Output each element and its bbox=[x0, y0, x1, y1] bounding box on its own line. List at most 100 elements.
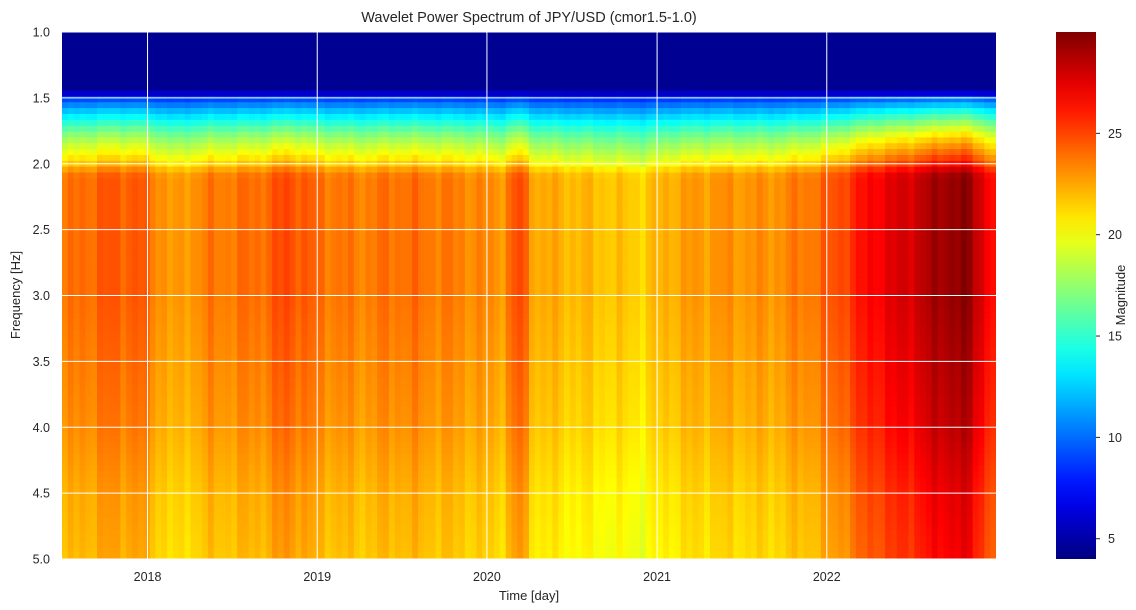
heatmap-cell bbox=[254, 149, 262, 156]
heatmap-cell bbox=[365, 447, 372, 455]
heatmap-cell bbox=[377, 371, 384, 379]
heatmap-cell bbox=[289, 377, 297, 384]
heatmap-cell bbox=[242, 395, 250, 402]
heatmap-cell bbox=[91, 406, 98, 414]
heatmap-cell bbox=[143, 61, 151, 68]
heatmap-cell bbox=[318, 436, 326, 443]
heatmap-cell bbox=[73, 131, 81, 138]
heatmap-cell bbox=[97, 529, 104, 537]
heatmap-cell bbox=[283, 359, 291, 367]
heatmap-cell bbox=[85, 213, 92, 220]
heatmap-cell bbox=[313, 395, 320, 402]
heatmap-cell bbox=[207, 90, 215, 98]
heatmap-cell bbox=[342, 231, 349, 238]
heatmap-cell bbox=[91, 541, 98, 548]
heatmap-cell bbox=[289, 441, 297, 449]
heatmap-cell bbox=[178, 277, 186, 285]
heatmap-cell bbox=[318, 289, 326, 297]
heatmap-cell bbox=[67, 96, 75, 103]
heatmap-cell bbox=[336, 84, 343, 92]
heatmap-cell bbox=[272, 236, 279, 244]
heatmap-cell bbox=[196, 436, 203, 443]
heatmap-cell bbox=[114, 154, 121, 162]
heatmap-cell bbox=[62, 119, 69, 127]
heatmap-cell bbox=[260, 272, 267, 279]
heatmap-cell bbox=[202, 371, 209, 379]
heatmap-cell bbox=[97, 523, 104, 531]
heatmap-cell bbox=[307, 541, 314, 548]
heatmap-cell bbox=[324, 482, 332, 490]
heatmap-cell bbox=[207, 506, 215, 513]
heatmap-cell bbox=[97, 102, 104, 109]
heatmap-cell bbox=[67, 61, 75, 68]
heatmap-cell bbox=[102, 78, 110, 86]
heatmap-cell bbox=[371, 67, 378, 74]
heatmap-cell bbox=[225, 61, 232, 68]
heatmap-cell bbox=[167, 482, 174, 490]
heatmap-cell bbox=[114, 195, 121, 203]
heatmap-cell bbox=[79, 266, 86, 273]
heatmap-cell bbox=[313, 266, 320, 273]
heatmap-cell bbox=[155, 231, 162, 238]
heatmap-cell bbox=[97, 125, 104, 133]
heatmap-cell bbox=[184, 231, 192, 238]
heatmap-cell bbox=[85, 412, 92, 420]
heatmap-cell bbox=[342, 453, 349, 461]
heatmap-cell bbox=[132, 131, 139, 138]
heatmap-cell bbox=[161, 400, 168, 408]
heatmap-cell bbox=[365, 137, 372, 144]
heatmap-cell bbox=[207, 459, 215, 466]
heatmap-cell bbox=[67, 400, 75, 408]
heatmap-cell bbox=[318, 172, 326, 179]
heatmap-cell bbox=[336, 266, 343, 273]
heatmap-cell bbox=[324, 37, 332, 45]
heatmap-cell bbox=[73, 541, 81, 548]
heatmap-cell bbox=[143, 248, 151, 256]
heatmap-cell bbox=[359, 301, 367, 308]
heatmap-cell bbox=[295, 137, 302, 144]
heatmap-cell bbox=[330, 412, 337, 420]
heatmap-cell bbox=[272, 131, 279, 138]
heatmap-cell bbox=[353, 371, 361, 379]
heatmap-cell bbox=[248, 406, 256, 414]
heatmap-cell bbox=[307, 453, 314, 461]
heatmap-cell bbox=[301, 518, 308, 525]
heatmap-cell bbox=[231, 383, 238, 390]
heatmap-cell bbox=[254, 488, 262, 496]
heatmap-cell bbox=[126, 201, 133, 209]
heatmap-cell bbox=[120, 289, 127, 297]
heatmap-cell bbox=[102, 108, 110, 115]
heatmap-cell bbox=[336, 441, 343, 449]
heatmap-cell bbox=[108, 436, 116, 443]
heatmap-cell bbox=[348, 395, 355, 402]
heatmap-cell bbox=[120, 108, 127, 115]
heatmap-cell bbox=[67, 324, 75, 332]
heatmap-cell bbox=[242, 254, 250, 261]
heatmap-cell bbox=[336, 541, 343, 548]
heatmap-cell bbox=[289, 207, 297, 215]
heatmap-cell bbox=[97, 377, 104, 384]
heatmap-cell bbox=[149, 453, 156, 461]
heatmap-cell bbox=[62, 441, 69, 449]
heatmap-cell bbox=[184, 412, 192, 420]
heatmap-cell bbox=[377, 55, 384, 62]
heatmap-cell bbox=[242, 172, 250, 179]
heatmap-cell bbox=[342, 113, 349, 121]
heatmap-cell bbox=[137, 436, 145, 443]
heatmap-cell bbox=[231, 465, 238, 472]
heatmap-cell bbox=[85, 313, 92, 320]
heatmap-cell bbox=[202, 266, 209, 273]
heatmap-cell bbox=[184, 395, 192, 402]
heatmap-cell bbox=[67, 482, 75, 490]
heatmap-cell bbox=[213, 266, 221, 273]
heatmap-cell bbox=[167, 125, 174, 133]
heatmap-cell bbox=[114, 336, 121, 343]
heatmap-cell bbox=[318, 201, 326, 209]
heatmap-cell bbox=[266, 102, 273, 109]
heatmap-cell bbox=[260, 365, 267, 373]
heatmap-cell bbox=[377, 184, 384, 191]
heatmap-cell bbox=[97, 178, 104, 185]
heatmap-cell bbox=[67, 242, 75, 250]
heatmap-cell bbox=[342, 67, 349, 74]
heatmap-cell bbox=[301, 195, 308, 203]
